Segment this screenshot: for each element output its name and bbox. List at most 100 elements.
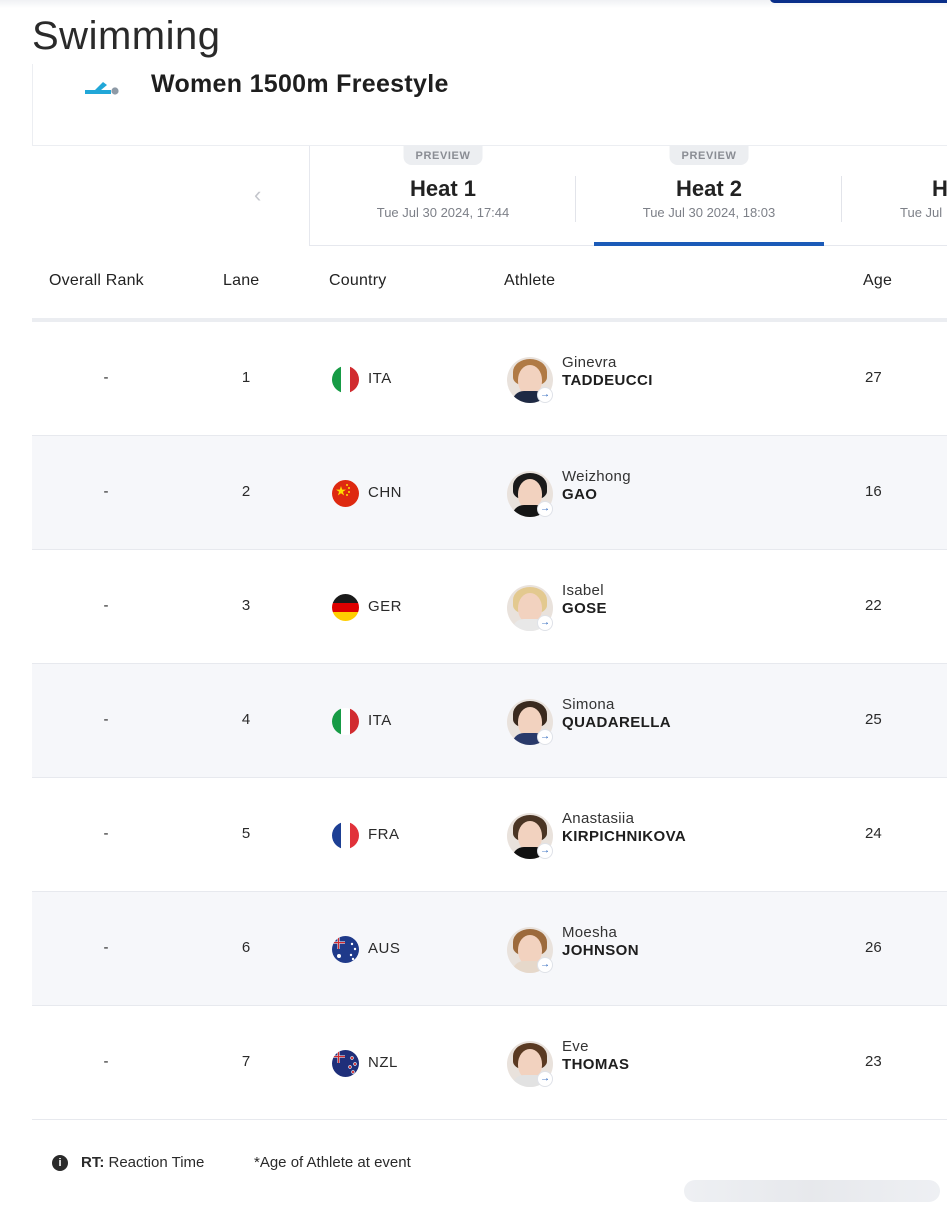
athlete-age: 25	[865, 711, 882, 728]
tab-heat-2[interactable]: PREVIEW Heat 2 Tue Jul 30 2024, 18:03	[576, 146, 842, 246]
arrow-right-icon[interactable]: →	[537, 387, 553, 403]
table-row[interactable]: - 3 GER → Isabel GOSE 22	[32, 550, 947, 664]
athlete-age: 16	[865, 483, 882, 500]
preview-badge: PREVIEW	[669, 146, 749, 165]
overall-rank: -	[103, 597, 109, 614]
tab-heat-3[interactable]: H Tue Jul	[842, 146, 947, 246]
athlete-avatar[interactable]: →	[507, 357, 553, 403]
lane-number: 7	[241, 1053, 251, 1070]
table-header: Overall Rank Lane Country Athlete Age	[32, 246, 947, 318]
heat-name: H	[932, 176, 947, 201]
rt-abbreviation: RT:	[81, 1154, 105, 1171]
athlete-given-name[interactable]: Moesha	[562, 924, 618, 941]
header-lane[interactable]: Lane	[223, 272, 260, 289]
header-overall-rank[interactable]: Overall Rank	[49, 272, 144, 289]
new-zealand-flag-icon	[332, 1050, 359, 1077]
france-flag-icon	[332, 822, 359, 849]
arrow-right-icon[interactable]: →	[537, 729, 553, 745]
athlete-avatar[interactable]: →	[507, 585, 553, 631]
sport-title: Swimming	[32, 14, 221, 58]
tab-divider	[575, 176, 576, 222]
country-code: ITA	[368, 370, 392, 387]
table-row[interactable]: - 1 ITA → Ginevra TADDEUCCI 27	[32, 322, 947, 436]
lane-number: 2	[241, 483, 251, 500]
germany-flag-icon	[332, 594, 359, 621]
heat-name: Heat 1	[409, 176, 477, 201]
table-row[interactable]: - 7 NZL → Eve THOMAS 23	[32, 1006, 947, 1120]
overall-rank: -	[103, 939, 109, 956]
table-row[interactable]: - 6 AUS → Moesha JOHNSON 26	[32, 892, 947, 1006]
country-code: FRA	[368, 826, 400, 843]
country-code: ITA	[368, 712, 392, 729]
country-code: CHN	[368, 484, 402, 501]
athlete-family-name[interactable]: JOHNSON	[562, 942, 639, 959]
athlete-family-name[interactable]: THOMAS	[562, 1056, 630, 1073]
tab-divider	[841, 176, 842, 222]
top-shade	[0, 0, 947, 8]
country-code: AUS	[368, 940, 401, 957]
header-athlete[interactable]: Athlete	[504, 272, 556, 289]
athlete-age: 24	[865, 825, 882, 842]
athlete-family-name[interactable]: TADDEUCCI	[562, 372, 653, 389]
rt-description: Reaction Time	[104, 1154, 205, 1171]
event-title: Women 1500m Freestyle	[151, 70, 449, 98]
australia-flag-icon	[332, 936, 359, 963]
athlete-given-name[interactable]: Eve	[562, 1038, 589, 1055]
preview-badge: PREVIEW	[403, 146, 483, 165]
athlete-age: 23	[865, 1053, 882, 1070]
heat-time: Tue Jul 30 2024, 17:44	[376, 205, 510, 220]
overall-rank: -	[103, 483, 109, 500]
athlete-given-name[interactable]: Anastasiia	[562, 810, 635, 827]
athlete-family-name[interactable]: QUADARELLA	[562, 714, 671, 731]
athlete-given-name[interactable]: Simona	[562, 696, 615, 713]
athlete-avatar[interactable]: →	[507, 471, 553, 517]
athlete-family-name[interactable]: KIRPICHNIKOVA	[562, 828, 687, 845]
info-icon: i	[52, 1155, 68, 1171]
lane-number: 1	[241, 369, 251, 386]
tab-heat-1[interactable]: PREVIEW Heat 1 Tue Jul 30 2024, 17:44	[310, 146, 576, 246]
china-flag-icon	[332, 480, 359, 507]
athlete-age: 22	[865, 597, 882, 614]
athlete-family-name[interactable]: GAO	[562, 486, 598, 503]
athlete-avatar[interactable]: →	[507, 927, 553, 973]
athlete-given-name[interactable]: Weizhong	[562, 468, 631, 485]
active-tab-underline	[594, 242, 824, 246]
overall-rank: -	[103, 1053, 109, 1070]
arrow-right-icon[interactable]: →	[537, 615, 553, 631]
chevron-left-icon[interactable]: ‹	[254, 182, 262, 207]
italy-flag-icon	[332, 366, 359, 393]
overall-rank: -	[103, 711, 109, 728]
age-footnote: *Age of Athlete at event	[254, 1154, 411, 1171]
athlete-given-name[interactable]: Isabel	[562, 582, 604, 599]
watermark	[684, 1180, 940, 1202]
table-row[interactable]: - 5 FRA → Anastasiia KIRPICHNIKOVA 24	[32, 778, 947, 892]
athlete-family-name[interactable]: GOSE	[562, 600, 607, 617]
event-header-card: Women 1500m Freestyle	[32, 64, 947, 146]
arrow-right-icon[interactable]: →	[537, 501, 553, 517]
athlete-age: 27	[865, 369, 882, 386]
header-divider	[32, 318, 947, 322]
top-accent-bar	[770, 0, 947, 3]
arrow-right-icon[interactable]: →	[537, 957, 553, 973]
table-row[interactable]: - 4 ITA → Simona QUADARELLA 25	[32, 664, 947, 778]
overall-rank: -	[103, 369, 109, 386]
heat-name: Heat 2	[675, 176, 743, 201]
table-row[interactable]: - 2 CHN → Weizhong GAO 16	[32, 436, 947, 550]
heat-time: Tue Jul 30 2024, 18:03	[642, 205, 776, 220]
lane-number: 3	[241, 597, 251, 614]
header-age[interactable]: Age	[863, 272, 893, 289]
arrow-right-icon[interactable]: →	[537, 843, 553, 859]
athlete-given-name[interactable]: Ginevra	[562, 354, 617, 371]
lane-number: 5	[241, 825, 251, 842]
athlete-age: 26	[865, 939, 882, 956]
athlete-avatar[interactable]: →	[507, 813, 553, 859]
swimming-pictogram-icon	[85, 82, 119, 95]
heat-time: Tue Jul	[900, 205, 943, 220]
header-country[interactable]: Country	[329, 272, 387, 289]
overall-rank: -	[103, 825, 109, 842]
athlete-avatar[interactable]: →	[507, 1041, 553, 1087]
lane-number: 6	[241, 939, 251, 956]
athlete-avatar[interactable]: →	[507, 699, 553, 745]
arrow-right-icon[interactable]: →	[537, 1071, 553, 1087]
country-code: GER	[368, 598, 403, 615]
